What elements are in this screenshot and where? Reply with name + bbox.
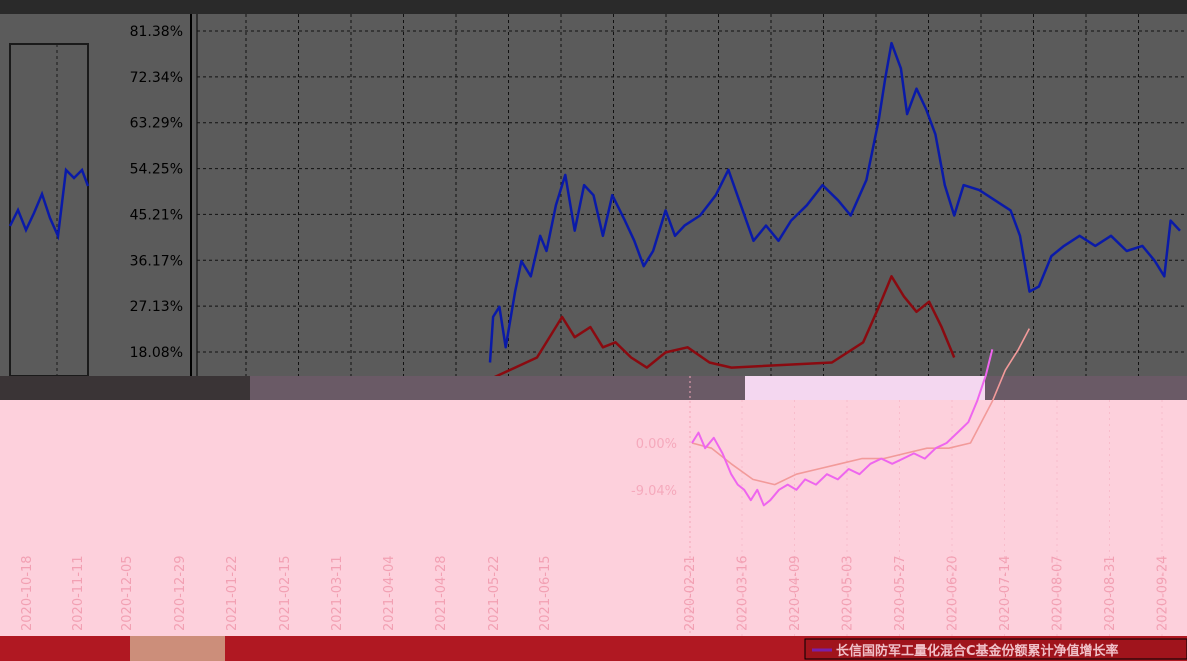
upper-y-tick-label: 63.29% — [130, 116, 183, 132]
lower-y-tick-label: -9.04% — [631, 484, 677, 499]
upper-y-tick-label: 72.34% — [130, 70, 183, 86]
x-tick-label: 2020-11-11 — [71, 555, 86, 631]
x-tick-label: 2021-02-15 — [278, 555, 293, 631]
x-tick-label: 2020-02-21 — [683, 555, 698, 631]
transition-band-left — [0, 376, 250, 400]
x-tick-label: 2020-12-05 — [120, 555, 135, 631]
x-tick-label: 2020-08-31 — [1103, 555, 1118, 631]
x-tick-label: 2020-05-27 — [893, 555, 908, 631]
transition-band-right-light — [745, 376, 985, 400]
upper-y-tick-label: 18.08% — [130, 345, 183, 361]
upper-y-tick-label: 36.17% — [130, 253, 183, 269]
x-tick-label: 2020-12-29 — [173, 555, 188, 631]
x-tick-label: 2020-08-07 — [1051, 555, 1066, 631]
upper-y-tick-label: 27.13% — [130, 299, 183, 315]
upper-y-tick-label: 54.25% — [130, 162, 183, 178]
x-tick-label: 2021-03-11 — [330, 555, 345, 631]
x-tick-label: 2020-04-09 — [788, 555, 803, 631]
top-strip — [0, 0, 1187, 14]
upper-y-tick-label: 45.21% — [130, 207, 183, 223]
upper-y-tick-label: 81.38% — [130, 24, 183, 40]
legend-label: 长信国防军工量化混合C基金份额累计净值增长率 — [836, 643, 1119, 659]
x-tick-label: 2021-06-15 — [538, 555, 553, 631]
x-tick-label: 2020-03-16 — [736, 555, 751, 631]
legend: 长信国防军工量化混合C基金份额累计净值增长率 — [805, 639, 1187, 659]
x-tick-label: 2021-04-28 — [434, 555, 449, 631]
x-tick-label: 2021-04-04 — [382, 555, 397, 631]
x-tick-label: 2021-01-22 — [225, 555, 240, 631]
x-tick-label: 2020-10-18 — [20, 555, 35, 631]
bottom-band-noise — [130, 636, 225, 661]
x-tick-label: 2021-05-22 — [487, 555, 502, 631]
x-tick-label: 2020-06-20 — [946, 555, 961, 631]
x-tick-label: 2020-07-14 — [998, 555, 1013, 631]
x-tick-label: 2020-05-03 — [841, 555, 856, 631]
x-tick-label: 2020-09-24 — [1156, 555, 1171, 631]
upper-panel-background — [0, 0, 1187, 376]
lower-y-tick-label: 0.00% — [636, 437, 677, 452]
